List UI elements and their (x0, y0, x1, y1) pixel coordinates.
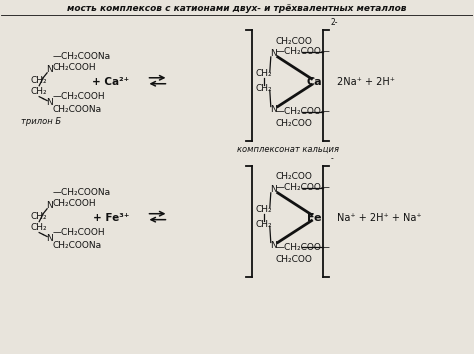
Text: —CH₂COO—: —CH₂COO— (276, 243, 331, 252)
Text: CH₂COONa: CH₂COONa (52, 241, 101, 250)
Text: CH₂COONa: CH₂COONa (52, 105, 101, 114)
Text: Fe: Fe (307, 213, 322, 223)
Text: CH₂: CH₂ (255, 69, 272, 78)
Text: мость комплексов с катионами двух- и трёхвалентных металлов: мость комплексов с катионами двух- и трё… (67, 4, 407, 13)
Text: CH₂: CH₂ (31, 212, 47, 221)
Text: CH₂COOH: CH₂COOH (52, 63, 96, 72)
Text: + Fe³⁺: + Fe³⁺ (92, 213, 129, 223)
Text: CH₂COO: CH₂COO (276, 36, 313, 46)
Text: —CH₂COONa: —CH₂COONa (52, 52, 110, 62)
Text: CH₂: CH₂ (255, 84, 272, 93)
Text: 2Na⁺ + 2H⁺: 2Na⁺ + 2H⁺ (337, 77, 395, 87)
Text: N: N (270, 185, 277, 194)
Text: —CH₂COO—: —CH₂COO— (276, 183, 331, 193)
Text: CH₂: CH₂ (31, 223, 47, 232)
Text: —CH₂COOH: —CH₂COOH (52, 228, 105, 237)
Text: —CH₂COOH: —CH₂COOH (52, 92, 105, 101)
Text: CH₂: CH₂ (255, 205, 272, 214)
Text: N: N (270, 50, 277, 58)
Text: Na⁺ + 2H⁺ + Na⁺: Na⁺ + 2H⁺ + Na⁺ (337, 213, 422, 223)
Text: + Ca²⁺: + Ca²⁺ (92, 77, 129, 87)
Text: CH₂: CH₂ (31, 76, 47, 85)
Text: N: N (46, 234, 53, 243)
Text: —CH₂COO—: —CH₂COO— (276, 107, 331, 116)
Text: N: N (270, 105, 277, 114)
Text: N: N (46, 201, 53, 210)
Text: трилон Б: трилон Б (21, 117, 61, 126)
Text: —CH₂COONa: —CH₂COONa (52, 188, 110, 198)
Text: N: N (270, 241, 277, 250)
Text: —CH₂COO—: —CH₂COO— (276, 47, 331, 57)
Text: N: N (46, 98, 53, 107)
Text: CH₂COOH: CH₂COOH (52, 199, 96, 208)
Text: CH₂COO: CH₂COO (276, 119, 313, 128)
Text: CH₂COO: CH₂COO (276, 172, 313, 182)
Text: CH₂: CH₂ (255, 220, 272, 229)
Text: -: - (330, 154, 333, 163)
Text: CH₂COO: CH₂COO (276, 255, 313, 264)
Text: 2-: 2- (330, 18, 338, 27)
Text: N: N (46, 65, 53, 74)
Text: Ca: Ca (307, 77, 322, 87)
Text: комплексонат кальция: комплексонат кальция (237, 145, 339, 154)
Text: CH₂: CH₂ (31, 87, 47, 96)
